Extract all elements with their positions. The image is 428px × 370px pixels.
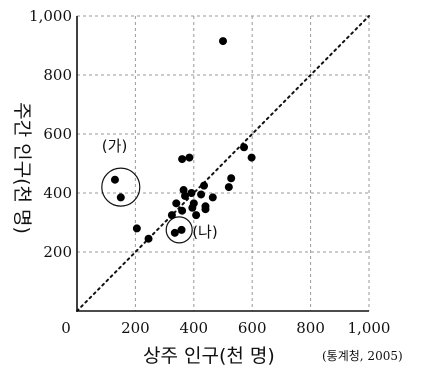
data-point [197,190,206,199]
data-point [178,155,187,164]
annotation-circle [165,216,193,244]
data-point [227,174,236,183]
x-tick-label: 800 [296,319,325,337]
y-tick-label: 1,000 [29,7,72,25]
data-point [192,211,201,220]
data-point [247,153,256,162]
y-tick-label: 800 [43,66,72,84]
data-point [177,225,186,234]
x-tick-label: 600 [238,319,267,337]
y-tick-label: 200 [43,243,72,261]
data-point [219,37,227,46]
annotation-circle [101,167,141,207]
data-point [189,199,198,208]
annotation-label: (나) [192,223,218,241]
data-points [110,37,256,243]
grid [77,15,370,311]
x-tick-label: 400 [179,319,208,337]
data-point [116,193,125,202]
data-point [201,205,210,214]
data-point [178,206,187,215]
data-point [224,183,233,192]
data-point [187,189,196,197]
tick-labels: 0 200 400 600 800 1,000 200 400 600 800 1,000 [29,7,390,337]
y-tick-label: 600 [43,125,72,143]
data-point [170,228,179,237]
x-tick-label: 1,000 [348,319,391,337]
y-axis-label: 주간 인구(천 명) [11,102,33,234]
data-point [172,199,181,208]
equality-reference-line [76,15,370,312]
data-point [110,175,119,184]
y-tick-label: 400 [43,184,72,202]
data-point [240,143,249,152]
data-point [132,224,141,233]
data-point [144,234,153,243]
data-point [208,193,217,202]
source-label: (통계청, 2005) [322,349,403,363]
x-tick-label: 200 [121,319,150,337]
data-point [200,181,209,190]
data-point [167,211,176,220]
x-tick-label: 0 [61,319,71,337]
x-axis-label: 상주 인구(천 명) [143,345,275,367]
annotations: (가) (나) [101,137,218,244]
data-point [185,153,194,162]
axes [76,16,369,312]
data-point [181,191,190,200]
annotation-label: (가) [102,137,128,155]
